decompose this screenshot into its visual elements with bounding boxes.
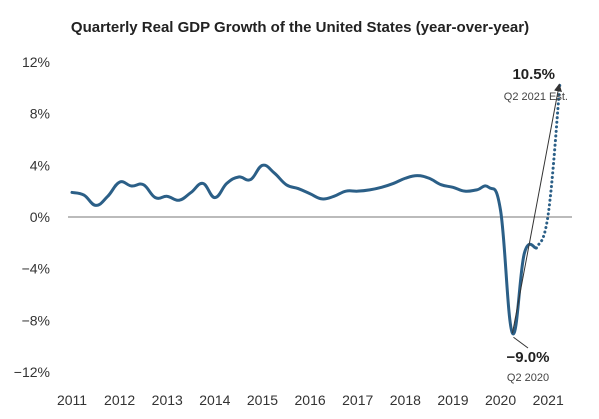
x-tick-label: 2011 [57,392,87,408]
y-tick-label: −4% [22,261,50,277]
y-tick-label: 0% [30,209,50,225]
annotation-arrow [511,83,562,334]
x-tick-label: 2015 [247,392,278,408]
y-tick-label: 8% [30,106,50,122]
x-tick-label: 2021 [533,392,564,408]
series-line-estimate [534,79,562,250]
y-tick-label: −8% [22,312,50,328]
annotation-peak-label: Q2 2021 Est. [504,91,568,103]
annotation-arrows [511,83,562,349]
x-tick-label: 2012 [104,392,135,408]
x-tick-label: 2014 [199,392,230,408]
y-axis: 12% 8% 4% 0% −4% −8% −12% [14,54,50,380]
x-tick-label: 2019 [437,392,468,408]
x-axis: 2011 2012 2013 2014 2015 2016 2017 2018 2019 2020… [57,392,564,408]
series-lines [70,79,562,336]
y-tick-label: 12% [22,54,50,70]
series-line-actual [70,163,538,336]
annotation-trough-label: Q2 2020 [507,372,549,384]
x-tick-label: 2018 [390,392,421,408]
x-tick-label: 2016 [295,392,326,408]
annotation-leader [513,336,529,349]
y-tick-label: 4% [30,157,50,173]
chart-title: Quarterly Real GDP Growth of the United … [71,19,529,36]
x-tick-label: 2013 [152,392,183,408]
annotation-trough-value: −9.0% [507,349,550,366]
annotation-peak-value: 10.5% [512,66,555,83]
x-tick-label: 2020 [485,392,516,408]
y-tick-label: −12% [14,364,50,380]
x-tick-label: 2017 [342,392,373,408]
